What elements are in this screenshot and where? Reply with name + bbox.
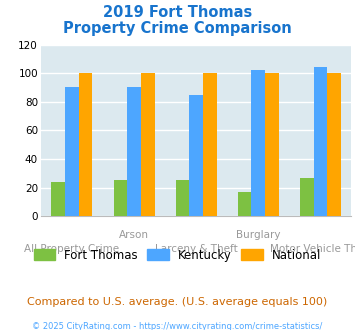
Text: All Property Crime: All Property Crime <box>24 244 119 254</box>
Bar <box>114 181 127 216</box>
Bar <box>189 95 203 216</box>
Bar <box>313 67 327 216</box>
Bar <box>141 73 154 216</box>
Text: Compared to U.S. average. (U.S. average equals 100): Compared to U.S. average. (U.S. average … <box>27 297 328 307</box>
Bar <box>127 87 141 216</box>
Text: Burglary: Burglary <box>236 230 280 240</box>
Bar <box>203 73 217 216</box>
Text: Arson: Arson <box>119 230 149 240</box>
Text: Larceny & Theft: Larceny & Theft <box>155 244 237 254</box>
Text: 2019 Fort Thomas: 2019 Fort Thomas <box>103 5 252 20</box>
Bar <box>65 87 79 216</box>
Text: Motor Vehicle Theft: Motor Vehicle Theft <box>270 244 355 254</box>
Bar <box>327 73 341 216</box>
Bar <box>79 73 92 216</box>
Text: © 2025 CityRating.com - https://www.cityrating.com/crime-statistics/: © 2025 CityRating.com - https://www.city… <box>32 322 323 330</box>
Bar <box>265 73 279 216</box>
Text: Property Crime Comparison: Property Crime Comparison <box>63 21 292 36</box>
Bar <box>176 181 189 216</box>
Legend: Fort Thomas, Kentucky, National: Fort Thomas, Kentucky, National <box>29 244 326 266</box>
Bar <box>251 70 265 216</box>
Bar <box>300 178 313 216</box>
Bar <box>51 182 65 216</box>
Bar <box>238 192 251 216</box>
